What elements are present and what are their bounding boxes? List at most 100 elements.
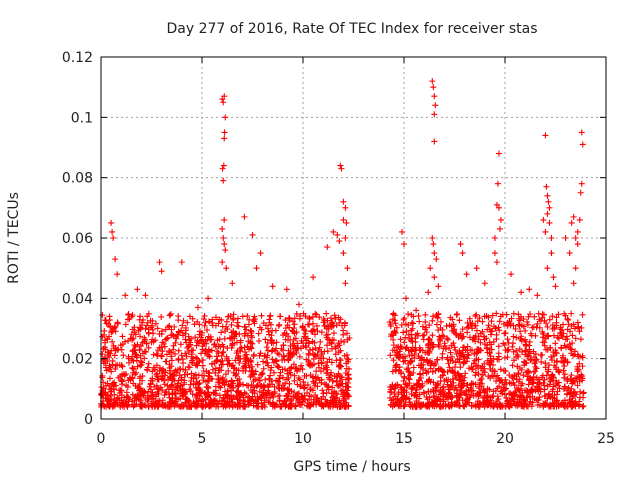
- data-point: [311, 382, 318, 389]
- data-point: [257, 350, 264, 357]
- data-point: [341, 338, 348, 345]
- data-point: [431, 274, 438, 281]
- data-point: [288, 400, 295, 407]
- data-point: [535, 310, 542, 317]
- data-point: [457, 352, 464, 359]
- data-point: [134, 286, 141, 293]
- data-point: [149, 368, 156, 375]
- data-point: [444, 368, 451, 375]
- data-point: [544, 265, 551, 272]
- data-point: [425, 388, 432, 395]
- data-point: [475, 370, 482, 377]
- data-point: [545, 333, 552, 340]
- data-point: [465, 352, 472, 359]
- data-point: [327, 315, 334, 322]
- data-point: [318, 368, 325, 375]
- data-point: [544, 210, 551, 217]
- data-point: [218, 376, 225, 383]
- data-point: [337, 362, 344, 369]
- data-point: [301, 326, 308, 333]
- data-point: [496, 225, 503, 232]
- data-point: [203, 401, 210, 408]
- data-point: [447, 367, 454, 374]
- data-point: [547, 378, 554, 385]
- data-point: [448, 382, 455, 389]
- data-point: [141, 389, 148, 396]
- data-point: [307, 362, 314, 369]
- data-point: [104, 336, 111, 343]
- data-point: [408, 319, 415, 326]
- data-point: [277, 403, 284, 410]
- data-point: [99, 312, 106, 319]
- data-point: [499, 402, 506, 409]
- data-point: [173, 384, 180, 391]
- data-point: [250, 378, 257, 385]
- data-point: [464, 351, 471, 358]
- data-point: [222, 247, 229, 254]
- data-point: [528, 386, 535, 393]
- data-point: [246, 364, 253, 371]
- data-point: [452, 346, 459, 353]
- data-point: [216, 392, 223, 399]
- data-point: [205, 392, 212, 399]
- data-point: [458, 372, 465, 379]
- data-point: [556, 402, 563, 409]
- data-point: [166, 394, 173, 401]
- data-point: [557, 324, 564, 331]
- data-point: [520, 398, 527, 405]
- data-point: [134, 363, 141, 370]
- data-point: [248, 381, 255, 388]
- data-point: [130, 365, 137, 372]
- data-point: [202, 319, 209, 326]
- data-point: [158, 353, 165, 360]
- data-point: [111, 352, 118, 359]
- data-point: [401, 374, 408, 381]
- data-point: [514, 363, 521, 370]
- data-point: [209, 366, 216, 373]
- data-point: [560, 385, 567, 392]
- data-point: [224, 361, 231, 368]
- data-point: [460, 359, 467, 366]
- data-point: [286, 380, 293, 387]
- data-point: [503, 311, 510, 318]
- data-point: [343, 219, 350, 226]
- data-point: [174, 383, 181, 390]
- data-point: [416, 377, 423, 384]
- data-point: [225, 367, 232, 374]
- data-point: [535, 376, 542, 383]
- data-point: [280, 347, 287, 354]
- data-point: [106, 313, 113, 320]
- data-point: [493, 259, 500, 266]
- data-point: [110, 235, 117, 241]
- data-point: [541, 342, 548, 349]
- data-point: [411, 392, 418, 399]
- data-point: [327, 400, 334, 407]
- data-point: [558, 330, 565, 337]
- data-point: [564, 387, 571, 394]
- data-point: [107, 324, 114, 331]
- data-point: [402, 380, 409, 387]
- data-point: [330, 330, 337, 337]
- data-point: [501, 386, 508, 393]
- data-point: [437, 366, 444, 373]
- data-point: [555, 335, 562, 342]
- data-point: [405, 311, 412, 318]
- data-point: [469, 320, 476, 327]
- data-point: [312, 331, 319, 338]
- data-point: [462, 347, 469, 354]
- data-point: [551, 352, 558, 359]
- data-point: [494, 180, 501, 187]
- data-point: [549, 357, 556, 364]
- data-point: [568, 378, 575, 385]
- data-point: [226, 383, 233, 390]
- data-point: [241, 330, 248, 337]
- data-point: [220, 162, 227, 169]
- data-point: [267, 394, 274, 401]
- data-point: [543, 346, 550, 353]
- data-point: [132, 350, 139, 357]
- data-point: [439, 326, 446, 333]
- data-point: [459, 250, 466, 257]
- data-point: [223, 353, 230, 360]
- data-point: [312, 345, 319, 352]
- data-point: [122, 370, 129, 377]
